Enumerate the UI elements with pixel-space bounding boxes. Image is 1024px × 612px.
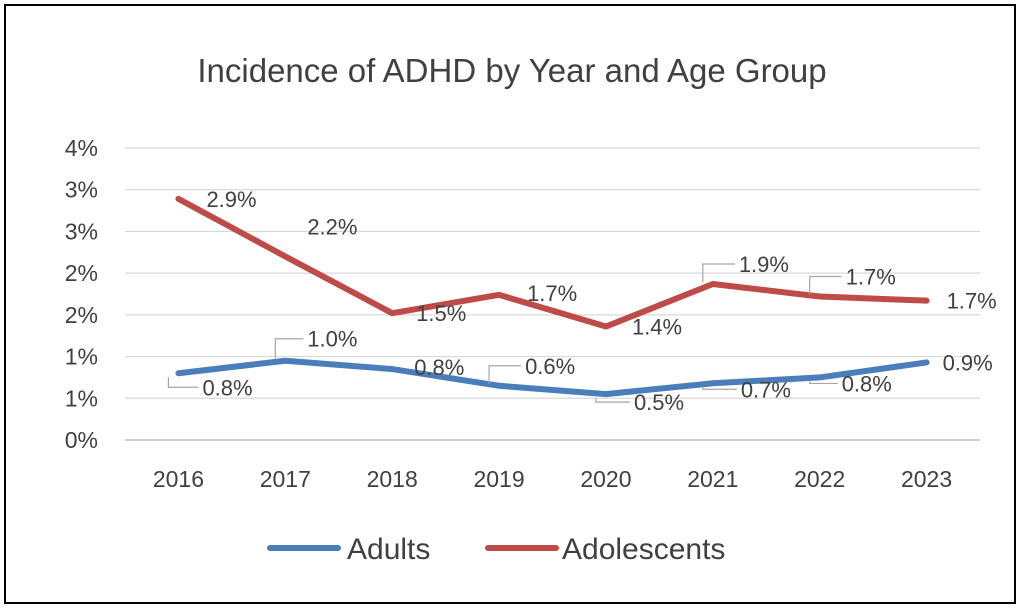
y-tick-label: 1% xyxy=(65,385,98,411)
data-label: 0.5% xyxy=(634,390,684,415)
y-tick-label: 2% xyxy=(65,302,98,328)
data-label: 0.8% xyxy=(414,355,464,380)
y-tick-label: 3% xyxy=(65,218,98,244)
x-tick-label: 2023 xyxy=(901,466,952,492)
leader-line xyxy=(702,387,737,390)
data-label: 1.9% xyxy=(739,252,789,277)
leader-line xyxy=(809,275,842,295)
x-tick-label: 2021 xyxy=(687,466,738,492)
x-tick-label: 2016 xyxy=(153,466,204,492)
data-label: 1.7% xyxy=(846,265,896,290)
y-tick-label: 3% xyxy=(65,177,98,203)
x-tick-label: 2020 xyxy=(580,466,631,492)
data-label: 0.8% xyxy=(202,375,252,400)
y-tick-label: 0% xyxy=(65,427,98,453)
data-labels: 0.8% 1.0% 0.8% 0.6% 0.5% 0.7% 0.8% 0.9% 2.9% 2.2%… xyxy=(167,187,997,415)
x-tick-label: 2017 xyxy=(260,466,311,492)
y-tick-label: 2% xyxy=(65,260,98,286)
x-tick-label: 2019 xyxy=(473,466,524,492)
data-label: 1.4% xyxy=(632,315,682,340)
data-label: 0.7% xyxy=(741,377,791,402)
chart-title: Incidence of ADHD by Year and Age Group xyxy=(197,52,826,89)
leader-line xyxy=(274,338,304,359)
data-label: 0.8% xyxy=(842,371,892,396)
data-label: 2.9% xyxy=(206,187,256,212)
leader-line xyxy=(809,381,838,385)
y-axis-tick-labels: 0% 1% 1% 2% 2% 3% 3% 4% xyxy=(65,135,98,453)
data-label: 1.7% xyxy=(947,289,997,314)
leader-line xyxy=(702,263,735,282)
data-label: 0.9% xyxy=(943,350,993,375)
legend-label: Adults xyxy=(347,533,430,566)
y-tick-label: 4% xyxy=(65,135,98,161)
legend: Adults Adolescents xyxy=(267,533,725,566)
data-label: 2.2% xyxy=(307,214,357,239)
leader-line xyxy=(595,398,630,403)
data-label: 1.0% xyxy=(307,327,357,352)
leader-line xyxy=(167,377,199,388)
leader-line xyxy=(488,365,522,384)
data-label: 0.6% xyxy=(525,354,575,379)
data-label: 1.7% xyxy=(527,281,577,306)
data-label: 1.5% xyxy=(416,301,466,326)
x-axis-tick-labels: 2016 2017 2018 2019 2020 2021 2022 2023 xyxy=(153,466,952,492)
x-tick-label: 2018 xyxy=(367,466,418,492)
legend-label: Adolescents xyxy=(562,533,725,566)
x-tick-label: 2022 xyxy=(794,466,845,492)
y-tick-label: 1% xyxy=(65,344,98,370)
series-line-adolescents xyxy=(175,195,930,330)
chart-frame xyxy=(4,4,1016,604)
series-lines xyxy=(175,195,930,398)
gridlines xyxy=(125,147,980,441)
series-line-adults xyxy=(175,357,930,398)
